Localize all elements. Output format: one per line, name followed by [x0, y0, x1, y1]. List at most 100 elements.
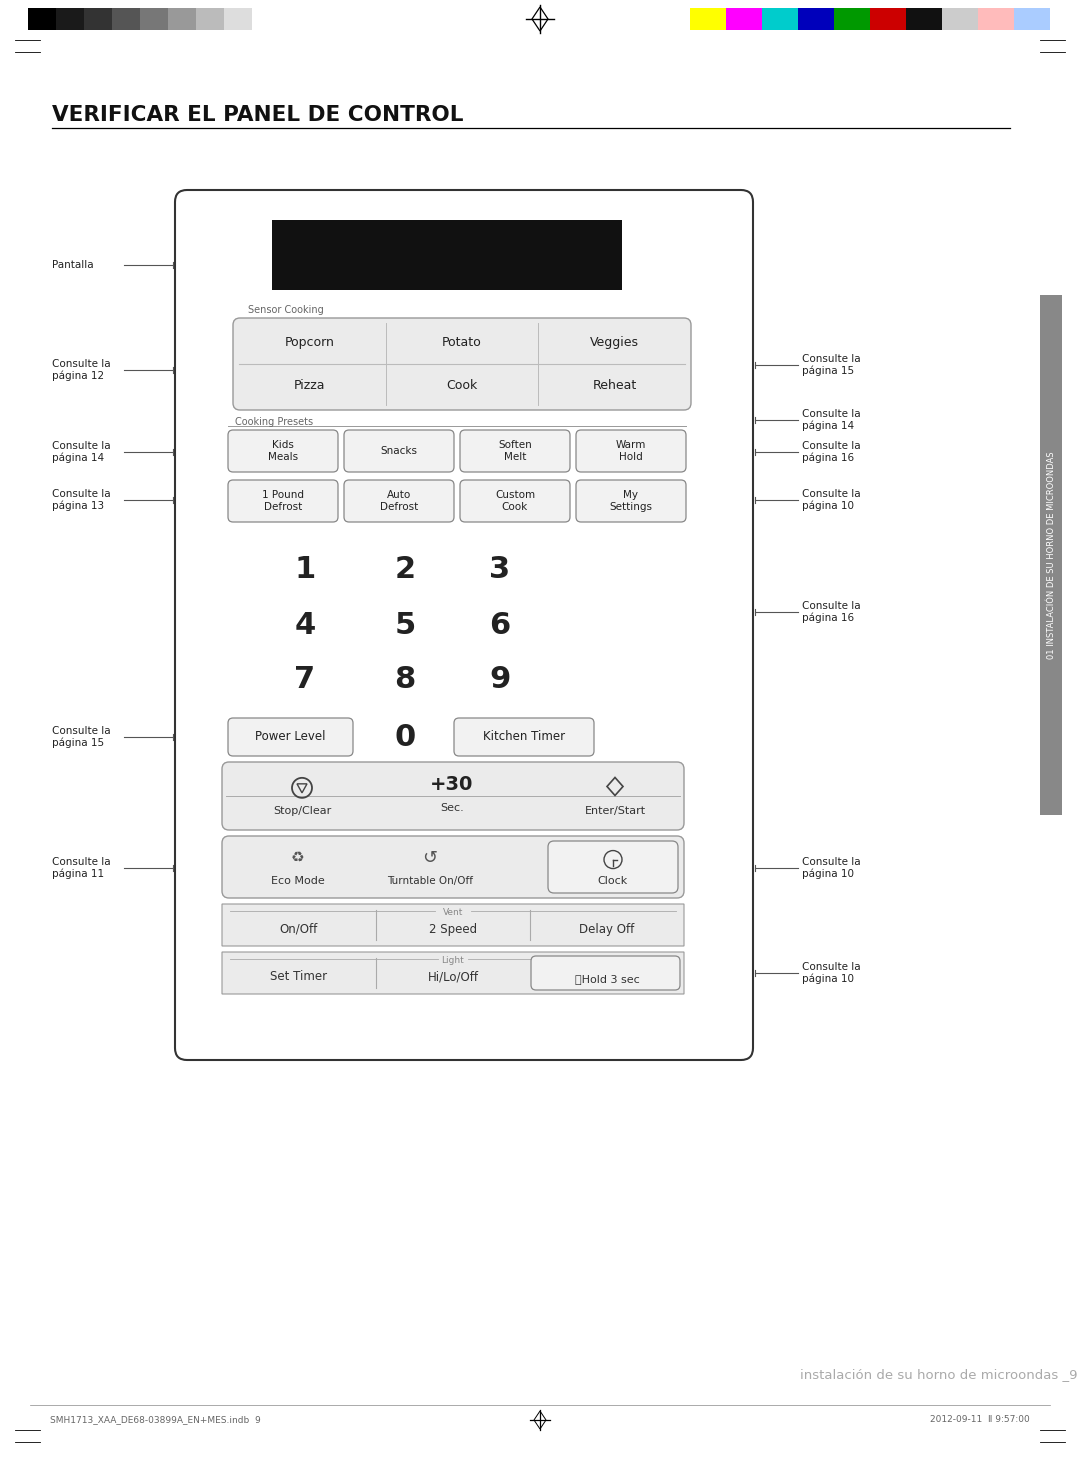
Text: Consulte la
página 10: Consulte la página 10	[802, 490, 861, 512]
FancyBboxPatch shape	[228, 717, 353, 756]
Text: Stop/Clear: Stop/Clear	[273, 806, 332, 816]
Bar	[798, 7, 834, 30]
Text: Pantalla: Pantalla	[52, 260, 94, 271]
Text: On/Off: On/Off	[280, 923, 319, 936]
Text: Consulte la
página 15: Consulte la página 15	[52, 726, 110, 748]
FancyBboxPatch shape	[460, 430, 570, 472]
FancyBboxPatch shape	[222, 836, 684, 898]
Bar	[28, 7, 56, 30]
Text: Consulte la
página 16: Consulte la página 16	[802, 600, 861, 623]
Bar	[1014, 7, 1050, 30]
Bar	[906, 7, 942, 30]
Bar	[195, 7, 224, 30]
Text: Consulte la
página 15: Consulte la página 15	[802, 353, 861, 376]
Text: Custom
Cook: Custom Cook	[495, 490, 535, 512]
Text: 7: 7	[295, 666, 315, 695]
Text: 5: 5	[394, 611, 416, 639]
Text: 1 Pound
Defrost: 1 Pound Defrost	[262, 490, 303, 512]
Text: 01 INSTALACIÓN DE SU HORNO DE MICROONDAS: 01 INSTALACIÓN DE SU HORNO DE MICROONDAS	[1047, 451, 1055, 658]
Bar	[84, 7, 112, 30]
Bar	[1040, 294, 1062, 815]
FancyBboxPatch shape	[222, 904, 684, 947]
Text: 🔒Hold 3 sec: 🔒Hold 3 sec	[575, 975, 639, 984]
Text: ↺: ↺	[422, 849, 437, 867]
Bar	[690, 7, 726, 30]
Text: Consulte la
página 12: Consulte la página 12	[52, 359, 110, 382]
Text: Kids
Meals: Kids Meals	[268, 441, 298, 461]
Text: Veggies: Veggies	[590, 336, 639, 349]
Text: Consulte la
página 11: Consulte la página 11	[52, 856, 110, 879]
Text: Delay Off: Delay Off	[579, 923, 635, 936]
FancyBboxPatch shape	[233, 318, 691, 410]
Text: Vent: Vent	[443, 908, 463, 917]
Text: My
Settings: My Settings	[609, 490, 652, 512]
Text: Turntable On/Off: Turntable On/Off	[387, 876, 473, 886]
FancyBboxPatch shape	[222, 952, 684, 994]
Text: Enter/Start: Enter/Start	[584, 806, 646, 816]
Text: Consulte la
página 10: Consulte la página 10	[802, 856, 861, 879]
FancyBboxPatch shape	[228, 481, 338, 522]
Bar	[726, 7, 762, 30]
Text: ♻: ♻	[292, 850, 305, 865]
Text: 1: 1	[295, 556, 315, 584]
Text: Potato: Potato	[442, 336, 482, 349]
Text: 0: 0	[394, 723, 416, 751]
FancyBboxPatch shape	[531, 955, 680, 989]
FancyBboxPatch shape	[460, 481, 570, 522]
Text: Power Level: Power Level	[255, 731, 326, 744]
Text: Sec.: Sec.	[441, 803, 464, 812]
Text: instalación de su horno de microondas _9: instalación de su horno de microondas _9	[800, 1368, 1078, 1381]
Text: 2 Speed: 2 Speed	[429, 923, 477, 936]
Text: SMH1713_XAA_DE68-03899A_EN+MES.indb  9: SMH1713_XAA_DE68-03899A_EN+MES.indb 9	[50, 1415, 260, 1424]
Text: +30: +30	[430, 775, 474, 794]
Bar	[762, 7, 798, 30]
FancyBboxPatch shape	[222, 762, 684, 830]
Text: Eco Mode: Eco Mode	[271, 876, 325, 886]
Text: Reheat: Reheat	[593, 379, 637, 392]
Text: Cooking Presets: Cooking Presets	[235, 417, 313, 427]
FancyBboxPatch shape	[548, 842, 678, 893]
Text: 8: 8	[394, 666, 416, 695]
Text: Cook: Cook	[446, 379, 477, 392]
Text: 6: 6	[489, 611, 511, 639]
Text: Auto
Defrost: Auto Defrost	[380, 490, 418, 512]
FancyBboxPatch shape	[345, 481, 454, 522]
Bar	[112, 7, 140, 30]
Text: Consulte la
página 13: Consulte la página 13	[52, 490, 110, 512]
Text: Consulte la
página 14: Consulte la página 14	[802, 408, 861, 430]
Text: 2012-09-11  Ⅱ 9:57:00: 2012-09-11 Ⅱ 9:57:00	[930, 1415, 1030, 1424]
FancyBboxPatch shape	[576, 430, 686, 472]
Bar	[252, 7, 280, 30]
Text: 2: 2	[394, 556, 416, 584]
FancyBboxPatch shape	[228, 430, 338, 472]
Text: 3: 3	[489, 556, 511, 584]
Bar	[224, 7, 252, 30]
Bar	[168, 7, 195, 30]
Bar	[272, 220, 622, 290]
Bar	[140, 7, 168, 30]
Text: 9: 9	[489, 666, 511, 695]
Text: Snacks: Snacks	[380, 447, 418, 456]
Text: Pizza: Pizza	[294, 379, 325, 392]
Text: Consulte la
página 16: Consulte la página 16	[802, 441, 861, 463]
Text: Consulte la
página 10: Consulte la página 10	[802, 961, 861, 984]
Bar	[870, 7, 906, 30]
Text: VERIFICAR EL PANEL DE CONTROL: VERIFICAR EL PANEL DE CONTROL	[52, 105, 463, 126]
FancyBboxPatch shape	[576, 481, 686, 522]
Text: Kitchen Timer: Kitchen Timer	[483, 731, 565, 744]
Text: Popcorn: Popcorn	[284, 336, 335, 349]
Text: Hi/Lo/Off: Hi/Lo/Off	[428, 970, 478, 984]
Text: Light: Light	[442, 955, 464, 964]
Bar	[978, 7, 1014, 30]
Text: Clock: Clock	[598, 876, 629, 886]
Text: Set Timer: Set Timer	[270, 970, 327, 984]
Bar	[942, 7, 978, 30]
FancyBboxPatch shape	[454, 717, 594, 756]
Text: Warm
Hold: Warm Hold	[616, 441, 646, 461]
Text: Consulte la
página 14: Consulte la página 14	[52, 441, 110, 463]
FancyBboxPatch shape	[345, 430, 454, 472]
FancyBboxPatch shape	[175, 189, 753, 1060]
Text: 4: 4	[295, 611, 315, 639]
Text: Sensor Cooking: Sensor Cooking	[248, 305, 324, 315]
Bar	[56, 7, 84, 30]
